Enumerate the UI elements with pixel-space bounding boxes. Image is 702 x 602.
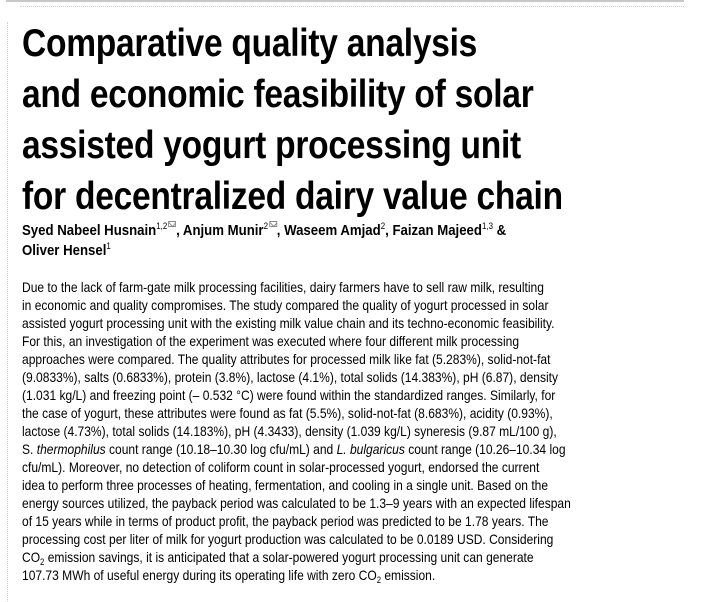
text-segment: processing cost per liter of milk for yo… xyxy=(22,531,554,547)
text-segment: of 15 years while in terms of product pr… xyxy=(22,513,549,529)
abstract-line: processing cost per liter of milk for yo… xyxy=(22,530,571,548)
affiliation-marker: 1 xyxy=(106,241,111,251)
abstract-line: For this, an investigation of the experi… xyxy=(22,332,571,350)
abstract-line: (9.0833%), salts (0.6833%), protein (3.8… xyxy=(22,368,571,386)
text-segment: For this, an investigation of the experi… xyxy=(22,333,520,349)
text-segment: thermophilus xyxy=(36,441,106,457)
email-envelope-icon[interactable] xyxy=(168,221,177,227)
text-segment: count range (10.18–10.30 log cfu/mL) and xyxy=(105,441,337,457)
abstract-line: 107.73 MWh of useful energy during its o… xyxy=(22,566,571,585)
title-line: assisted yogurt processing unit xyxy=(22,124,521,167)
abstract-line: lactose (4.73%), total solids (14.183%),… xyxy=(22,422,571,440)
text-segment: Syed Nabeel Husnain xyxy=(22,222,157,239)
author-line: Oliver Hensel1 xyxy=(22,241,506,261)
text-segment: & xyxy=(492,222,507,239)
text-segment: CO xyxy=(22,549,41,565)
abstract: Due to the lack of farm-gate milk proces… xyxy=(22,278,660,585)
abstract-line: energy sources utilized, the payback per… xyxy=(22,494,571,512)
abstract-line: cfu/mL). Moreover, no detection of colif… xyxy=(22,458,571,476)
abstract-line: CO2 emission savings, it is anticipated … xyxy=(22,548,571,567)
text-segment: 107.73 MWh of useful energy during its o… xyxy=(22,567,377,583)
page-border-left xyxy=(7,22,8,602)
paper-title: Comparative quality analysis and economi… xyxy=(22,18,651,222)
text-segment: , Waseem Amjad xyxy=(276,222,381,239)
text-segment: idea to perform three processes of heati… xyxy=(22,477,549,493)
text-segment: lactose (4.73%), total solids (14.183%),… xyxy=(22,423,557,439)
text-segment: emission. xyxy=(381,567,436,583)
text-segment: count range (10.26–10.34 log xyxy=(404,441,566,457)
affiliation-marker: 2 xyxy=(263,221,268,231)
text-segment: assisted yogurt processing unit with the… xyxy=(22,315,555,331)
text-segment: cfu/mL). Moreover, no detection of colif… xyxy=(22,459,540,475)
text-segment: the case of yogurt, these attributes wer… xyxy=(22,405,553,421)
affiliation-marker: 1,3 xyxy=(481,221,493,231)
text-segment: Oliver Hensel xyxy=(22,242,107,259)
text-segment: in economic and quality compromises. The… xyxy=(22,297,549,313)
subscript: 2 xyxy=(40,557,45,567)
title-line: Comparative quality analysis xyxy=(22,22,478,65)
abstract-line: S. thermophilus count range (10.18–10.30… xyxy=(22,440,571,458)
title-line: and economic feasibility of solar xyxy=(22,73,534,116)
page-border-top xyxy=(20,6,684,7)
text-segment: , Anjum Munir xyxy=(176,222,264,239)
abstract-line: the case of yogurt, these attributes wer… xyxy=(22,404,571,422)
abstract-line: approaches were compared. The quality at… xyxy=(22,350,571,368)
author-line: Syed Nabeel Husnain1,2, Anjum Munir2, Wa… xyxy=(22,221,506,241)
text-segment: (9.0833%), salts (0.6833%), protein (3.8… xyxy=(22,369,559,385)
affiliation-marker: 2 xyxy=(380,221,386,231)
text-segment: Due to the lack of farm-gate milk proces… xyxy=(22,279,544,295)
text-segment: emission savings, it is anticipated that… xyxy=(44,549,534,565)
abstract-line: idea to perform three processes of heati… xyxy=(22,476,571,494)
abstract-line: of 15 years while in terms of product pr… xyxy=(22,512,571,530)
text-segment: energy sources utilized, the payback per… xyxy=(22,495,571,511)
abstract-line: Due to the lack of farm-gate milk proces… xyxy=(22,278,571,296)
text-segment: L. bulgaricus xyxy=(336,441,405,457)
email-envelope-icon[interactable] xyxy=(268,221,277,227)
subscript: 2 xyxy=(376,575,382,585)
abstract-line: (1.031 kg/L) and freezing point (– 0.532… xyxy=(22,386,571,404)
abstract-line: in economic and quality compromises. The… xyxy=(22,296,571,314)
affiliation-marker: 1,2 xyxy=(156,221,168,231)
text-segment: approaches were compared. The quality at… xyxy=(22,351,551,367)
author-list: Syed Nabeel Husnain1,2, Anjum Munir2, Wa… xyxy=(22,221,572,261)
text-segment: S. xyxy=(22,441,37,457)
top-scroll-edge xyxy=(6,0,684,2)
text-segment: , Faizan Majeed xyxy=(385,222,482,239)
title-line: for decentralized dairy value chain xyxy=(22,175,563,218)
abstract-line: assisted yogurt processing unit with the… xyxy=(22,314,571,332)
text-segment: (1.031 kg/L) and freezing point (– 0.532… xyxy=(22,387,556,403)
